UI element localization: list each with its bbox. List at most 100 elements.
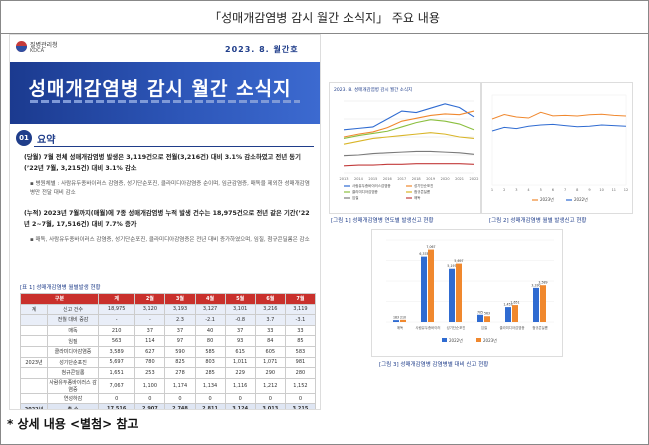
x-tick-label: 2020 [441, 177, 450, 181]
x-tick-label: 3 [515, 188, 517, 192]
data-label: 5,197 [447, 264, 456, 268]
table-cell: 825 [164, 356, 196, 369]
table-cell: 클라미디아감염증 [47, 345, 99, 358]
x-tick-label: 임질 [481, 325, 487, 330]
table-cell: 290 [254, 367, 286, 379]
x-tick-label: 9 [588, 188, 590, 192]
data-label: 183 [393, 316, 399, 320]
kdca-logo-icon [16, 41, 27, 52]
legend-label: 사람유두종바이러스감염증 [352, 183, 391, 188]
table-cell: 매독 [47, 324, 99, 337]
table-cell: 0 [194, 392, 226, 405]
table-cell: 1,134 [194, 377, 226, 394]
plot-frame [491, 94, 627, 186]
summary-detail-2: ▪ 매독, 사람유두종바이러스 감염증, 성기단순포진, 클라미디아감염증은 전… [30, 237, 310, 243]
bar [400, 319, 406, 322]
x-tick-label: 2 [503, 188, 505, 192]
table-cell: 3,013 [254, 403, 286, 409]
table-row: 임질 563 114 97 80 93 84 85 [20, 335, 317, 347]
figure-1-caption: [그림 1] 성매개감염병 연도별 발생신고 현황 [331, 218, 434, 224]
table-cell [20, 345, 48, 358]
summary-paragraph-2: (누적) 2023년 7월까지(매월)에 7종 성매개감염병 누적 발생 건수는… [24, 210, 310, 228]
table-cell: - [97, 314, 136, 326]
data-label: 1,651 [510, 301, 519, 305]
table-cell: -2.1 [194, 314, 226, 326]
bar [512, 305, 518, 322]
series-line [343, 150, 475, 157]
table-cell: 2,907 [134, 403, 166, 409]
legend-label: 2023년 [483, 337, 497, 343]
data-label: 6,378 [419, 252, 428, 256]
x-tick-label: 2018 [412, 177, 421, 181]
table-row: 첨규콘딜롬 1,651 253 278 285 229 290 280 [20, 367, 317, 379]
table-row: 2023년 성기단순포진 5,697 780 825 803 1,011 1,071 981 [20, 356, 317, 369]
table-cell: 성기단순포진 [47, 356, 99, 369]
table-row: 사람유두종바이러스 감염증 7,067 1,100 1,174 1,134 1,116 1,… [20, 377, 317, 394]
yearly-chart-panel: 2023. 8. 성매개감염병 감시 월간 소식지 2013 2014 2015 20… [329, 82, 481, 214]
series-line [491, 123, 627, 132]
table-cell: 37 [164, 324, 196, 337]
table-cell: 18,975 [97, 303, 136, 316]
legend-label: 클라미디아감염증 [352, 189, 379, 194]
table-cell: 사람유두종바이러스 감염증 [47, 377, 99, 394]
x-tick-label: 8 [576, 188, 578, 192]
table-cell: 3,193 [164, 303, 196, 316]
logo-en: KDCA [30, 48, 45, 54]
table-cell: 첨규콘딜롬 [47, 367, 99, 379]
table-cell: 229 [224, 367, 256, 379]
table-cell: 210 [97, 324, 136, 337]
table-cell: 780 [134, 356, 166, 369]
legend-swatch [442, 338, 447, 342]
x-tick-label: 1 [491, 188, 493, 192]
table-cell: 285 [194, 367, 226, 379]
table-cell: 1,651 [97, 367, 136, 379]
logo-kr: 질병관리청 [30, 42, 58, 49]
monthly-chart-panel: 2023년 2022년 1 2 3 4 5 6 7 8 9 10 11 12 [481, 82, 633, 214]
legend-label: 임질 [352, 195, 358, 200]
table-cell: 585 [194, 345, 226, 358]
table-cell: 3,124 [224, 403, 256, 409]
table-cell: 114 [134, 335, 166, 347]
table-header-cell: 7월 [284, 293, 317, 305]
summary-detail-1: ▪ 병원체별 : 사람유두종바이러스 감염증, 성기단순포진, 클라미디아감염증… [30, 181, 310, 196]
legend-label: 성기단순포진 [414, 183, 433, 188]
kdca-logo: 질병관리청 KDCA [16, 40, 64, 56]
table-cell: 33 [254, 324, 286, 337]
legend-label: 매독 [414, 195, 421, 200]
table-cell: 3,101 [224, 303, 256, 316]
x-tick-label: 4 [527, 188, 530, 192]
bar [484, 316, 490, 322]
figure-3-caption: [그림 3] 성매개감염병 감염병별 대비 신고 현황 [379, 362, 489, 368]
table-header-cell: 2월 [134, 293, 166, 305]
table-cell: 1,174 [164, 377, 196, 394]
table-cell: 1,116 [224, 377, 256, 394]
bar [533, 287, 539, 322]
section-label: 요약 [37, 134, 56, 146]
data-label: 3,589 [538, 281, 547, 285]
table-cell: 85 [284, 335, 317, 347]
table-cell [20, 314, 48, 326]
x-tick-label: 클라미디아감염증 [500, 325, 525, 330]
bar [449, 268, 455, 322]
table-cell: 1,152 [284, 377, 317, 394]
table-cell: 3,589 [97, 345, 136, 358]
table-cell: 3.7 [254, 314, 286, 326]
bar [505, 307, 511, 322]
table-cell: 37 [224, 324, 256, 337]
bar [428, 249, 434, 322]
x-tick-label: 2019 [426, 177, 435, 181]
series-line [491, 111, 627, 120]
x-tick-label: 11 [612, 188, 616, 192]
monthly-report-table: 구분 계 2월 3월 4월 5월 6월 7월 계 신고 건수 18,975 3,120… [20, 293, 317, 409]
series-line [343, 103, 475, 131]
bar [393, 320, 399, 322]
table-cell: 590 [164, 345, 196, 358]
table-cell [20, 324, 48, 337]
title-banner: 성매개감염병 감시 월간 소식지 [10, 62, 320, 124]
disease-bar-panel: 183 210 매독 6,378 7,067 사람유두종바이러 5,197 5,697 성기단순… [371, 229, 563, 357]
table-cell: 3,215 [284, 403, 317, 409]
table-cell: 7,067 [97, 377, 136, 394]
data-label: 3,330 [531, 283, 540, 287]
